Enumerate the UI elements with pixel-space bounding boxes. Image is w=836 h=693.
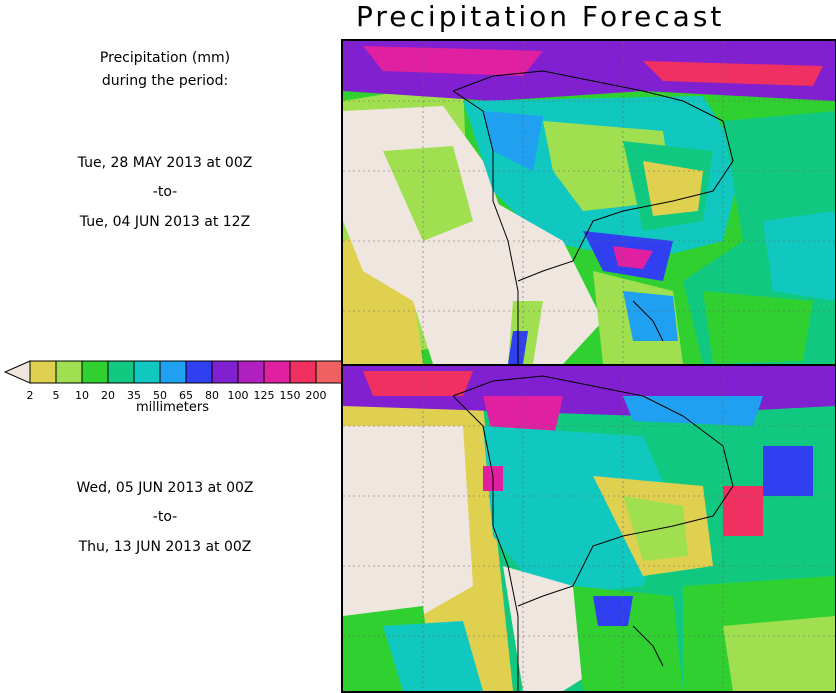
legend-tick-label: 5	[53, 389, 60, 402]
legend-tick-label: 2	[27, 389, 34, 402]
map-2-canvas	[343, 366, 835, 691]
legend-swatch	[29, 360, 57, 384]
period2-separator: -to-	[152, 509, 178, 525]
legend-tick-label: 200	[306, 389, 327, 402]
legend-swatch	[289, 360, 317, 384]
chart-title: Precipitation Forecast	[356, 0, 725, 33]
legend-tick-label: 20	[101, 389, 115, 402]
header-line-2: during the period:	[101, 73, 229, 89]
legend-swatch	[185, 360, 213, 384]
legend-swatch	[315, 360, 343, 384]
legend-tick-label: 100	[228, 389, 249, 402]
period2-end: Thu, 13 JUN 2013 at 00Z	[78, 539, 252, 555]
legend-swatch	[211, 360, 239, 384]
legend-tick-label: 150	[280, 389, 301, 402]
legend-tick-label: 65	[179, 389, 193, 402]
legend-swatch	[159, 360, 187, 384]
legend-swatch	[237, 360, 265, 384]
legend-tick-label: 35	[127, 389, 141, 402]
period1-start: Tue, 28 MAY 2013 at 00Z	[77, 155, 253, 171]
legend-tick-label: 50	[153, 389, 167, 402]
forecast-map-period-1	[341, 39, 836, 366]
legend-unit-label: millimeters	[136, 400, 209, 415]
legend-swatch	[133, 360, 161, 384]
period2-start: Wed, 05 JUN 2013 at 00Z	[76, 480, 254, 496]
legend-tick-label: 10	[75, 389, 89, 402]
legend-tick-label: 125	[254, 389, 275, 402]
legend-swatch	[263, 360, 291, 384]
period1-separator: -to-	[152, 184, 178, 200]
forecast-map-period-2	[341, 364, 836, 693]
legend-swatch	[107, 360, 135, 384]
color-legend: 2 5 10 20 35 50 65 80 100 125 150 200	[3, 360, 345, 402]
map-1-canvas	[343, 41, 835, 364]
legend-swatch	[81, 360, 109, 384]
period1-end: Tue, 04 JUN 2013 at 12Z	[79, 214, 251, 230]
header-line-1: Precipitation (mm)	[99, 50, 231, 66]
legend-below-arrow	[3, 360, 31, 384]
legend-swatch	[55, 360, 83, 384]
legend-tick-label: 80	[205, 389, 219, 402]
